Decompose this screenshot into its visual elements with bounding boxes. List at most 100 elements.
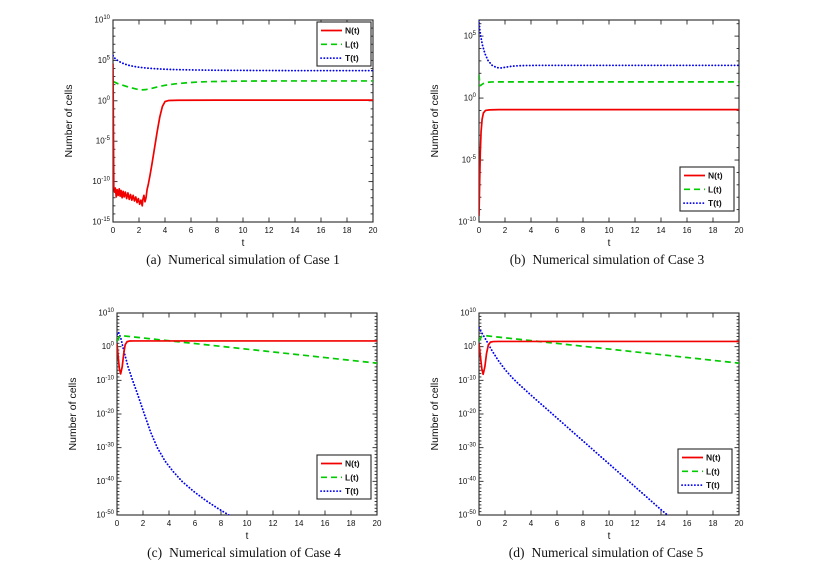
- x-axis-label: t: [608, 238, 611, 249]
- y-tick-label: 100: [464, 93, 477, 103]
- x-tick-label: 8: [215, 226, 220, 235]
- x-tick-label: 4: [163, 226, 168, 235]
- x-tick-label: 2: [141, 519, 146, 528]
- y-tick-label: 100: [98, 96, 111, 106]
- chart-case-1-canvas: 1010 105 100 10-5 10-10 10-150 2 4 6 8 10 12 14 16 18 2…: [63, 15, 378, 249]
- x-tick-label: 6: [555, 519, 560, 528]
- caption-label: (b): [509, 252, 526, 267]
- x-tick-label: 2: [137, 226, 142, 235]
- series-line-Tt: [479, 326, 669, 515]
- caption-text: Numerical simulation of Case 4: [169, 545, 341, 560]
- series-line-Tt: [479, 20, 739, 69]
- x-tick-label: 10: [243, 519, 252, 528]
- y-axis-label: Number of cells: [429, 85, 441, 158]
- y-tick-label: 105: [98, 55, 111, 65]
- x-tick-label: 4: [167, 519, 172, 528]
- x-tick-label: 14: [291, 226, 300, 235]
- y-tick-label: 10-15: [92, 217, 110, 227]
- x-tick-label: 18: [343, 226, 352, 235]
- caption-label: (c): [147, 545, 163, 560]
- series-line-Tt: [117, 331, 230, 515]
- x-tick-label: 20: [735, 519, 744, 528]
- x-tick-label: 0: [111, 226, 116, 235]
- y-tick-label: 10-10: [458, 217, 476, 227]
- x-tick-label: 0: [115, 519, 120, 528]
- x-tick-label: 18: [347, 519, 356, 528]
- legend-label-Nt: N(t): [708, 171, 723, 181]
- legend-label-Lt: L(t): [345, 39, 359, 49]
- legend-box: N(t) L(t) T(t): [677, 448, 733, 494]
- x-tick-label: 6: [555, 226, 560, 235]
- caption-text: Numerical simulation of Case 5: [531, 545, 704, 560]
- caption-case-1: (a) Numerical simulation of Case 1: [77, 252, 409, 268]
- y-tick-label: 10-10: [458, 375, 476, 385]
- series-line-Nt: [479, 108, 739, 216]
- series-line-Lt: [113, 80, 373, 91]
- x-tick-label: 8: [219, 519, 224, 528]
- legend-label-Lt: L(t): [345, 472, 359, 482]
- panel-case-4: 1010 100 10-10 10-20 10-30 10-40 10-50 0 2 4 6 8 10 1…: [60, 303, 392, 556]
- y-tick-label: 1010: [98, 308, 114, 318]
- x-tick-label: 16: [683, 226, 692, 235]
- y-tick-label: 10-40: [96, 476, 114, 486]
- x-tick-label: 6: [189, 226, 194, 235]
- y-axis-label: Number of cells: [63, 85, 75, 158]
- x-tick-label: 14: [657, 519, 666, 528]
- x-tick-label: 18: [709, 226, 718, 235]
- panel-case-5: 1010 100 10-10 10-20 10-30 10-40 10-50 0 2 4 6 8 10 1…: [422, 303, 754, 556]
- x-tick-label: 2: [503, 519, 508, 528]
- caption-label: (d): [508, 545, 525, 560]
- x-tick-label: 16: [317, 226, 326, 235]
- y-tick-label: 10-5: [96, 136, 111, 146]
- x-tick-label: 6: [193, 519, 198, 528]
- y-tick-label: 100: [464, 342, 477, 352]
- x-tick-label: 16: [683, 519, 692, 528]
- series-line-Lt: [479, 334, 739, 365]
- series-line-Lt: [479, 74, 739, 87]
- x-tick-label: 18: [709, 519, 718, 528]
- y-tick-label: 1010: [460, 308, 476, 318]
- x-tick-label: 8: [581, 519, 586, 528]
- legend-box: N(t) L(t) T(t): [679, 166, 735, 212]
- x-tick-label: 0: [477, 226, 482, 235]
- series-line-Nt: [117, 340, 377, 375]
- series-line-Tt: [113, 54, 373, 72]
- legend-label-Tt: T(t): [706, 480, 720, 490]
- legend-label-Lt: L(t): [706, 466, 720, 476]
- chart-case-4-canvas: 1010 100 10-10 10-20 10-30 10-40 10-500 2 4 6 8 10 1…: [67, 308, 382, 542]
- legend-label-Tt: T(t): [708, 198, 722, 208]
- x-axis-label: t: [242, 238, 245, 249]
- y-tick-label: 10-50: [96, 510, 114, 520]
- x-tick-label: 4: [529, 226, 534, 235]
- y-tick-label: 10-5: [462, 155, 477, 165]
- x-tick-label: 8: [581, 226, 586, 235]
- legend-label-Tt: T(t): [345, 486, 359, 496]
- legend-box: N(t) L(t) T(t): [316, 454, 372, 500]
- y-tick-label: 10-40: [458, 476, 476, 486]
- x-tick-label: 20: [735, 226, 744, 235]
- y-axis-label: Number of cells: [429, 378, 441, 451]
- chart-case-5-canvas: 1010 100 10-10 10-20 10-30 10-40 10-500 2 4 6 8 10 1…: [429, 308, 744, 542]
- caption-label: (a): [146, 252, 162, 267]
- caption-case-5: (d) Numerical simulation of Case 5: [440, 545, 772, 561]
- x-tick-label: 20: [373, 519, 382, 528]
- y-axis-label: Number of cells: [67, 378, 79, 451]
- y-tick-label: 10-30: [458, 443, 476, 453]
- panel-case-3: 105 100 10-5 10-10 0 2 4 6 8 10 12 14 16 18 20 t Number …: [422, 10, 754, 263]
- y-tick-label: 1010: [94, 15, 110, 25]
- x-tick-label: 16: [321, 519, 330, 528]
- x-tick-label: 10: [239, 226, 248, 235]
- panel-case-1: 1010 105 100 10-5 10-10 10-15 0 2 4 6 8 10 12 14 16 18 2…: [56, 10, 388, 263]
- caption-text: Numerical simulation of Case 3: [532, 252, 705, 267]
- x-axis-label: t: [246, 531, 249, 542]
- series-line-Lt: [117, 334, 377, 365]
- x-tick-label: 10: [605, 226, 614, 235]
- x-tick-label: 2: [503, 226, 508, 235]
- legend-label-Nt: N(t): [706, 453, 721, 463]
- legend-label-Nt: N(t): [345, 459, 360, 469]
- y-tick-label: 10-10: [92, 177, 110, 187]
- y-tick-label: 10-10: [96, 375, 114, 385]
- x-tick-label: 14: [657, 226, 666, 235]
- x-tick-label: 12: [265, 226, 274, 235]
